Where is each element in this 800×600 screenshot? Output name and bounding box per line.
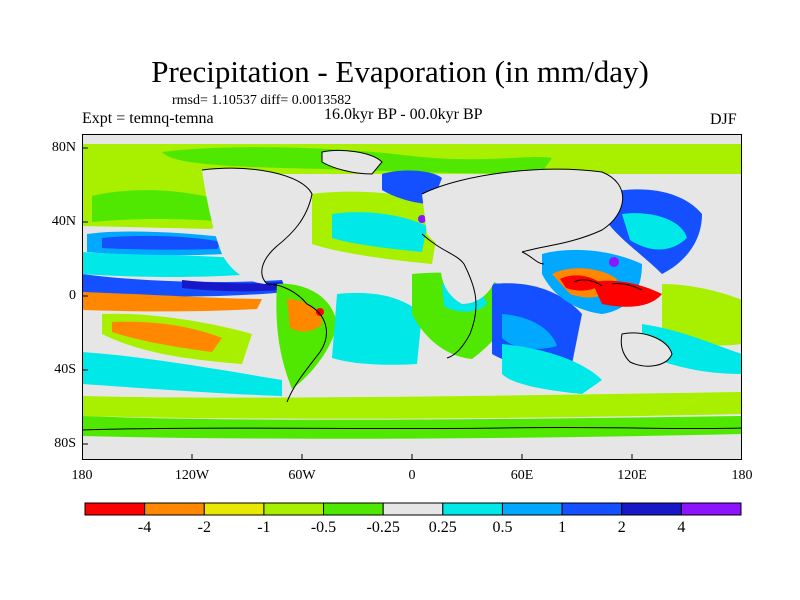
map-ticks (82, 147, 633, 460)
lon-label-120w: 120W (174, 468, 210, 483)
colorbar-label: -2 (197, 519, 211, 536)
colorbar-box (203, 502, 265, 516)
lon-label-60e: 60E (510, 468, 534, 483)
colorbar-box (501, 502, 563, 516)
lon-label-0: 0 (408, 468, 416, 483)
colorbar-box (323, 502, 384, 516)
colorbar-box (144, 502, 205, 516)
colorbar-label: -1 (257, 519, 271, 536)
lon-label-180w: 180 (71, 468, 93, 483)
lat-label-80s: 80S (54, 436, 76, 451)
colorbar-box (263, 502, 325, 516)
plot-title: Precipitation - Evaporation (in mm/day) (151, 54, 649, 89)
lon-label-60w: 60W (288, 468, 316, 483)
season-label: DJF (710, 111, 737, 128)
colorbar (84, 502, 742, 516)
colorbar-box (621, 502, 682, 516)
colorbar-box (382, 502, 444, 516)
colorbar-label: -0.25 (366, 519, 400, 536)
map-panel (82, 134, 742, 460)
coastlines (82, 149, 742, 431)
lat-label-0: 0 (69, 288, 76, 303)
colorbar-label: 0.25 (428, 519, 457, 536)
colorbar-box (680, 502, 742, 516)
lat-label-80n: 80N (51, 140, 76, 155)
colorbar-box (442, 502, 503, 516)
colorbar-label: 4 (677, 519, 686, 536)
lat-label-40s: 40S (54, 362, 76, 377)
colorbar-label: -4 (137, 519, 152, 536)
colorbar-label: 2 (617, 519, 626, 536)
stats-line: rmsd= 1.10537 diff= 0.0013582 (172, 93, 352, 108)
lat-label-40n: 40N (51, 214, 76, 229)
field-fill (82, 144, 742, 439)
colorbar-label: 1 (558, 519, 567, 536)
period-label: 16.0kyr BP - 00.0kyr BP (324, 106, 483, 123)
lon-label-180e: 180 (731, 468, 753, 483)
lon-label-120e: 120E (617, 468, 647, 483)
colorbar-label: 0.5 (492, 519, 513, 536)
colorbar-box (561, 502, 623, 516)
experiment-label: Expt = temnq-temna (82, 110, 214, 127)
colorbar-label: -0.5 (310, 519, 337, 536)
colorbar-box (84, 502, 146, 516)
